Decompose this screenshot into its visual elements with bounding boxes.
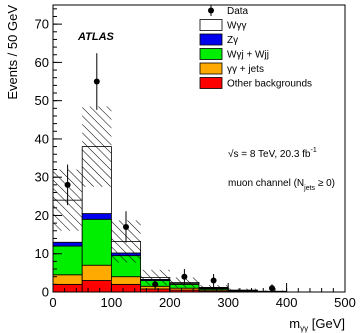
bar-other bbox=[52, 283, 83, 293]
channel-annotation: muon channel (Njets ≥ 0) bbox=[228, 178, 335, 192]
bar-zg bbox=[52, 241, 83, 247]
bar-zg bbox=[81, 213, 112, 220]
data-point bbox=[210, 277, 217, 284]
x-tick-label: 200 bbox=[159, 295, 181, 310]
legend-label-zg: Zγ bbox=[227, 35, 238, 46]
channel-text: muon channel (N bbox=[228, 178, 304, 189]
y-tick-label: 30 bbox=[35, 170, 49, 185]
energy-sup: -1 bbox=[311, 147, 317, 154]
data-point bbox=[181, 273, 188, 280]
bar-other bbox=[111, 283, 142, 293]
x-axis-label-unit: [GeV] bbox=[308, 316, 345, 331]
legend-swatch-zg bbox=[199, 33, 223, 46]
x-tick-label: 300 bbox=[217, 295, 239, 310]
y-tick-label: 60 bbox=[35, 55, 49, 70]
y-tick-label: 0 bbox=[42, 285, 49, 300]
energy-annotation: √s = 8 TeV, 20.3 fb-1 bbox=[228, 147, 317, 160]
y-tick-label: 10 bbox=[35, 246, 49, 261]
channel-suffix: ≥ 0) bbox=[315, 178, 335, 189]
energy-text: √s = 8 TeV, 20.3 fb bbox=[228, 148, 311, 160]
data-point bbox=[93, 78, 100, 85]
bar-other bbox=[81, 280, 112, 293]
y-tick-label: 40 bbox=[35, 131, 49, 146]
uncertainty-hatch bbox=[199, 285, 229, 290]
y-axis-label: Events / 50 GeV bbox=[5, 5, 20, 100]
legend-label-wgg: Wγγ bbox=[227, 21, 246, 32]
y-tick-label: 50 bbox=[35, 93, 49, 108]
legend-swatch-wgj bbox=[199, 48, 223, 60]
data-point bbox=[152, 281, 159, 288]
legend-swatch-other bbox=[199, 77, 223, 89]
uncertainty-hatch bbox=[228, 288, 258, 292]
legend-label-other: Other backgrounds bbox=[227, 79, 312, 90]
x-axis-label: mγγ [GeV] bbox=[289, 316, 345, 333]
x-tick-label: 0 bbox=[49, 295, 56, 310]
data-point bbox=[64, 181, 71, 188]
x-axis-label-main: m bbox=[289, 316, 300, 331]
x-tick-label: 500 bbox=[334, 295, 356, 310]
x-axis-label-sub: γγ bbox=[300, 324, 308, 333]
y-tick-label: 70 bbox=[35, 17, 49, 32]
data-points bbox=[64, 53, 275, 292]
bar-gg bbox=[81, 264, 112, 281]
data-point bbox=[269, 285, 275, 292]
bar-wgj bbox=[81, 218, 112, 266]
legend-swatch-wgg bbox=[199, 19, 223, 31]
y-tick-label: 20 bbox=[35, 208, 49, 223]
legend: Data Wγγ Zγ Wγj + Wjj γγ + jets Other backgro… bbox=[199, 5, 312, 90]
channel-sub: jets bbox=[303, 185, 315, 192]
data-point bbox=[123, 223, 129, 230]
legend-label-wgj: Wγj + Wjj bbox=[227, 50, 269, 61]
experiment-label: ATLAS bbox=[77, 31, 115, 43]
x-tick-label: 100 bbox=[101, 295, 123, 310]
bar-wgj bbox=[52, 245, 83, 276]
axes: 0 100 200 300 400 500 0 10 20 30 40 50 60 70 bbox=[35, 8, 356, 310]
legend-label-data: Data bbox=[227, 6, 249, 17]
x-tick-label: 400 bbox=[276, 295, 298, 310]
uncertainty-hatch bbox=[140, 269, 170, 286]
bar-gg bbox=[52, 274, 83, 285]
legend-swatch-gg bbox=[199, 62, 223, 75]
legend-label-gg: γγ + jets bbox=[227, 64, 264, 75]
uncertainty-hatch bbox=[82, 106, 112, 187]
bar-gg bbox=[111, 276, 142, 285]
plot-frame bbox=[52, 4, 346, 293]
